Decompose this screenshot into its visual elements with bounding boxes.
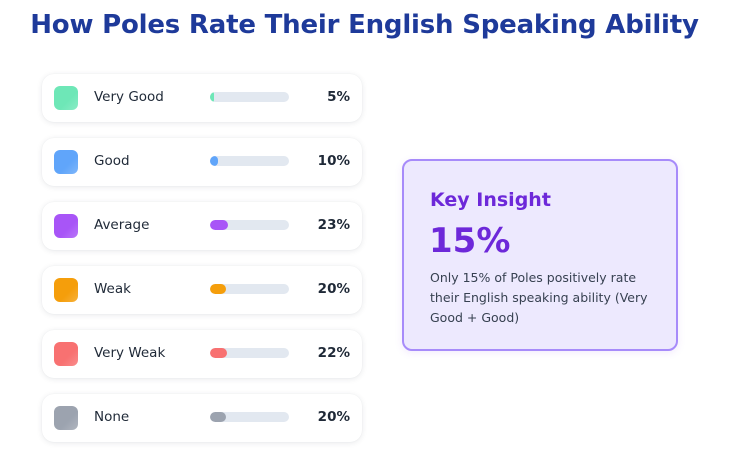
bar: [210, 412, 226, 422]
bar: [210, 220, 229, 230]
chart-title: How Poles Rate Their English Speaking Ab…: [30, 10, 699, 40]
insight-title: Key Insight: [430, 189, 551, 211]
bar-track: [210, 412, 289, 422]
value-label: 20%: [317, 409, 350, 425]
value-label: 20%: [317, 281, 350, 297]
category-label: Very Good: [94, 89, 164, 105]
rating-row: Average 23%: [42, 202, 362, 250]
bar: [210, 348, 228, 358]
rating-row: Weak 20%: [42, 266, 362, 314]
rating-row: Good 10%: [42, 138, 362, 186]
color-swatch: [54, 342, 78, 366]
color-swatch: [54, 278, 78, 302]
bar-track: [210, 92, 289, 102]
rating-row: None 20%: [42, 394, 362, 442]
rating-row: Very Weak 22%: [42, 330, 362, 378]
color-swatch: [54, 86, 78, 110]
color-swatch: [54, 214, 78, 238]
category-label: Very Weak: [94, 345, 166, 361]
color-swatch: [54, 406, 78, 430]
category-label: Weak: [94, 281, 131, 297]
insight-value: 15%: [429, 221, 511, 261]
bar: [210, 92, 214, 102]
insight-text: Only 15% of Poles positively rate their …: [430, 270, 648, 325]
value-label: 23%: [317, 217, 350, 233]
bar-track: [210, 348, 289, 358]
bar: [210, 156, 218, 166]
color-swatch: [54, 150, 78, 174]
category-label: None: [94, 409, 130, 425]
category-label: Average: [94, 217, 150, 233]
bar-track: [210, 220, 289, 230]
rating-row: Very Good 5%: [42, 74, 362, 122]
category-label: Good: [94, 153, 130, 169]
key-insight-card: Key Insight 15% Only 15% of Poles positi…: [402, 159, 678, 351]
value-label: 5%: [327, 89, 350, 105]
bar: [210, 284, 226, 294]
bar-track: [210, 156, 289, 166]
value-label: 22%: [317, 345, 350, 361]
bar-track: [210, 284, 289, 294]
value-label: 10%: [317, 153, 350, 169]
